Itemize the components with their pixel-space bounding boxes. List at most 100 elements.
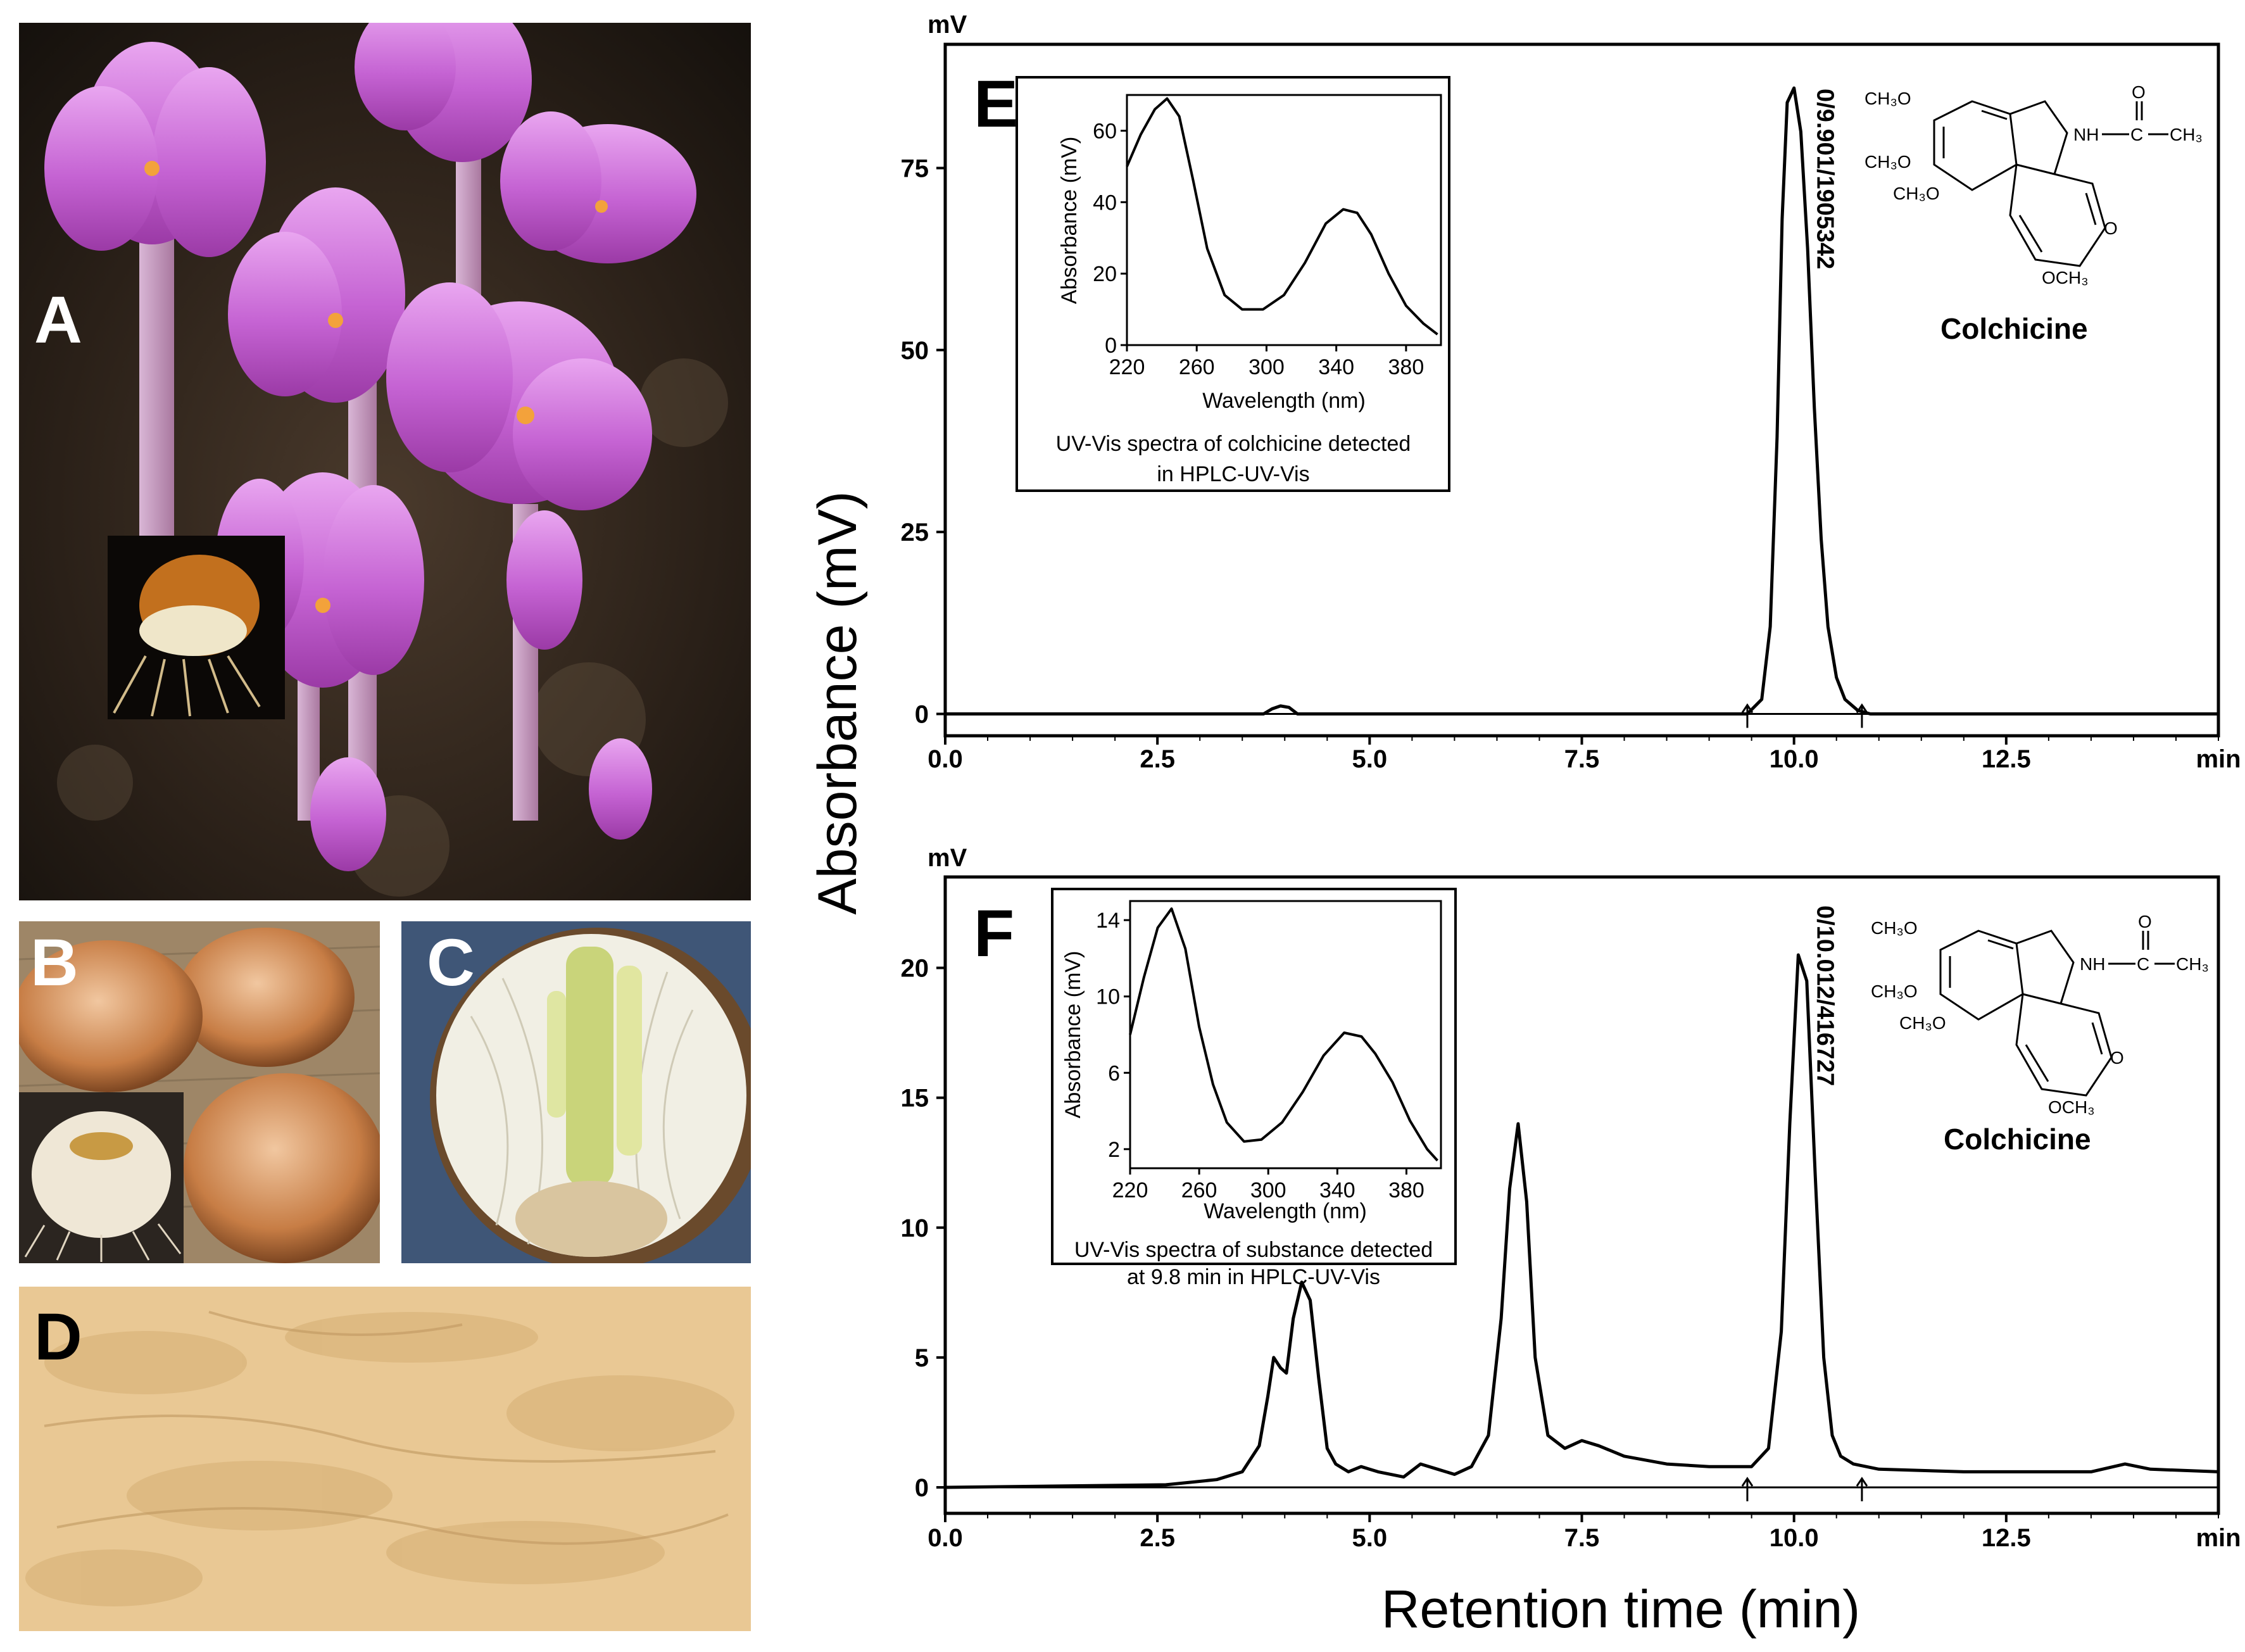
- inset-y-tick-label: 14: [1096, 909, 1120, 933]
- inset-xlabel-e: Wavelength (nm): [1202, 389, 1366, 413]
- colchicine-structure-f: CH₃O CH₃O CH₃O O OCH₃ NH C CH₃ O Colchic…: [1871, 912, 2209, 1156]
- inset-series-f: [1129, 907, 1438, 1162]
- inset-f: 2 6 10 14 220 260 300 340 380 Absorbance (mV) Wa…: [1051, 888, 1457, 1289]
- y-tick-label: 5: [915, 1344, 929, 1372]
- corm-section-photo: [401, 921, 751, 1263]
- photo-panel-b: B: [19, 921, 380, 1263]
- chromatogram-line: [945, 86, 2218, 716]
- x-tick-label: 12.5: [1982, 745, 2031, 773]
- y-tick-label: 0: [915, 1474, 929, 1502]
- inset-y-tick-label: 2: [1108, 1138, 1120, 1162]
- struct-ch3: CH₃: [2176, 954, 2209, 974]
- struct-och3: OCH₃: [2042, 268, 2089, 287]
- corm-photo: [19, 921, 380, 1263]
- x-tick-label: 5.0: [1352, 1524, 1388, 1552]
- inset-title-e-line-2: in HPLC-UV-Vis: [1157, 462, 1309, 486]
- unit-min-f: min: [2196, 1524, 2241, 1552]
- struct-o-carbonyl: O: [2138, 912, 2152, 931]
- powder-photo: [19, 1287, 751, 1631]
- inset-plot-e: [1126, 94, 1442, 346]
- peak-label-f: 0/10.012/416727: [1811, 905, 1838, 1086]
- photo-panel-a: A: [19, 23, 751, 900]
- inset-x-tick-label: 340: [1318, 355, 1354, 379]
- inset-x-tick-label: 340: [1319, 1178, 1355, 1202]
- integration-marker: [1741, 1477, 1754, 1501]
- panel-letter-d: D: [34, 1300, 82, 1374]
- y-tick-label: 50: [901, 337, 929, 365]
- struct-c: C: [2137, 954, 2149, 974]
- photo-panel-d: D: [19, 1287, 751, 1631]
- x-tick-label: 5.0: [1352, 745, 1388, 773]
- inset-ylabel-e: Absorbance (mV): [1057, 137, 1081, 305]
- y-axis-title: Absorbance (mV): [807, 491, 868, 914]
- inset-title-f-line-1: UV-Vis spectra of substance detected: [1074, 1238, 1433, 1262]
- inset-x-tick-label: 220: [1109, 355, 1145, 379]
- struct-ch3o-3: CH₃O: [1893, 184, 1940, 203]
- inset-x-tick-label: 380: [1388, 1178, 1424, 1202]
- x-tick-label: 0.0: [928, 1524, 963, 1552]
- photo-panel-c: C: [401, 921, 751, 1263]
- unit-mv-e: mV: [928, 11, 967, 39]
- uv-spectrum-line: [1129, 907, 1438, 1162]
- integration-marker: [1856, 1477, 1868, 1501]
- unit-mv-f: mV: [928, 844, 967, 872]
- y-tick-label: 20: [901, 955, 929, 983]
- y-tick-label: 10: [901, 1214, 929, 1242]
- structure-label-f: Colchicine: [1944, 1123, 2091, 1156]
- panel-letter-c: C: [427, 926, 475, 1000]
- inset-box-e: [1016, 76, 1450, 492]
- autumn-crocus-photo: [19, 23, 751, 900]
- x-tick-label: 7.5: [1564, 1524, 1600, 1552]
- inset-y-tick-label: 20: [1093, 262, 1117, 286]
- chromatogram-line: [945, 953, 2219, 1489]
- struct-o: O: [2110, 1048, 2124, 1068]
- inset-title-f-line-2: at 9.8 min in HPLC-UV-Vis: [1127, 1265, 1380, 1289]
- inset-x-tick-label: 300: [1248, 355, 1285, 379]
- colchicine-structure-e: CH₃O CH₃O CH₃O O OCH₃ NH C CH₃ O Colchic…: [1865, 82, 2203, 345]
- struct-och3: OCH₃: [2048, 1097, 2095, 1117]
- chart-f: mV 0 5 10 15 20 0.0 2.5 5.0 7.5 10.0 12.5 min F 0/…: [901, 844, 2241, 1552]
- struct-c: C: [2130, 125, 2143, 144]
- struct-ch3o-1: CH₃O: [1865, 89, 1911, 108]
- unit-min-e: min: [2196, 745, 2241, 773]
- inset-y-tick-label: 6: [1108, 1061, 1120, 1085]
- inset-y-tick-label: 40: [1093, 191, 1117, 215]
- chart-e: mV 0 25 50 75 0.0 2.5 5.0 7.5 10.0 12.5 min E 0/9…: [901, 11, 2241, 773]
- inset-x-tick-label: 260: [1181, 1178, 1217, 1202]
- series-f: [945, 953, 2219, 1489]
- struct-ch3o-2: CH₃O: [1871, 981, 1918, 1001]
- y-tick-label: 25: [901, 519, 929, 546]
- series-e: [945, 86, 2218, 716]
- inset-x-tick-label: 300: [1250, 1178, 1286, 1202]
- x-tick-label: 0.0: [928, 745, 963, 773]
- y-tick-label: 0: [915, 701, 929, 729]
- x-tick-label: 12.5: [1982, 1524, 2031, 1552]
- x-tick-label: 10.0: [1770, 745, 1819, 773]
- struct-o-carbonyl: O: [2132, 82, 2146, 102]
- inset-x-tick-label: 380: [1388, 355, 1424, 379]
- x-tick-label: 2.5: [1140, 745, 1175, 773]
- panel-letter-a: A: [34, 283, 82, 357]
- x-tick-label: 2.5: [1140, 1524, 1175, 1552]
- struct-nh: NH: [2080, 954, 2105, 974]
- struct-nh: NH: [2073, 125, 2099, 144]
- inset-x-tick-label: 220: [1112, 1178, 1148, 1202]
- inset-title-e-line-1: UV-Vis spectra of colchicine detected: [1056, 432, 1411, 456]
- inset-xlabel-f: Wavelength (nm): [1204, 1199, 1367, 1223]
- inset-y-tick-label: 60: [1093, 119, 1117, 143]
- uv-spectrum-line: [1126, 97, 1438, 336]
- x-axis-title: Retention time (min): [1381, 1579, 1860, 1639]
- inset-series-e: [1126, 97, 1438, 336]
- structure-label-e: Colchicine: [1940, 312, 2088, 345]
- inset-x-tick-label: 260: [1179, 355, 1215, 379]
- struct-ch3o-2: CH₃O: [1865, 152, 1911, 172]
- inset-e: 0 20 40 60 220 260 300 340 380 Absorbance (mV) W…: [1016, 76, 1450, 492]
- struct-ch3: CH₃: [2170, 125, 2203, 144]
- inset-ylabel-f: Absorbance (mV): [1061, 951, 1085, 1119]
- integration-marker: [1741, 703, 1754, 728]
- struct-ch3o-1: CH₃O: [1871, 918, 1918, 938]
- inset-y-tick-label: 10: [1096, 985, 1120, 1009]
- x-tick-label: 7.5: [1564, 745, 1600, 773]
- panel-letter-e: E: [974, 67, 1018, 141]
